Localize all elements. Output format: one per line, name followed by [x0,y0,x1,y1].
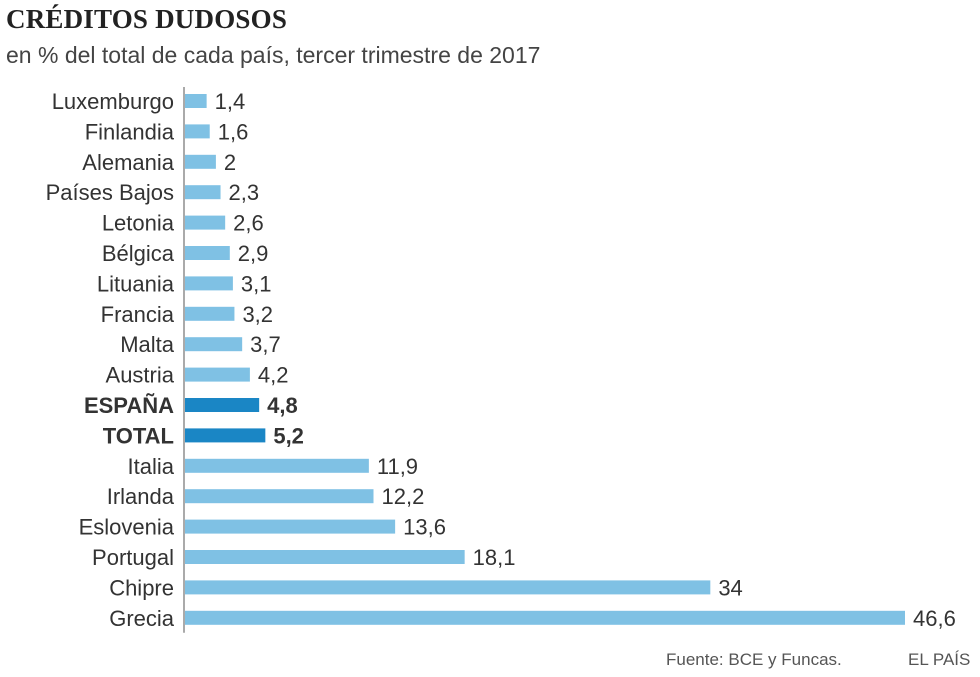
bar [185,246,230,260]
category-label: Francia [101,302,175,327]
bar [185,428,266,443]
bar [185,367,250,382]
category-label: Chipre [109,575,174,600]
value-label: 1,6 [218,119,249,144]
bar [185,306,235,321]
category-label: Países Bajos [46,180,174,205]
bar-chart: Luxemburgo 1,4 Finlandia 1,6 Alemania 2 Países… [46,87,956,633]
category-label: Luxemburgo [52,89,174,114]
bar [185,124,210,139]
bar [185,94,207,108]
value-label: 2 [224,150,236,175]
bar [185,550,465,564]
chart-subtitle: en % del total de cada país, tercer trim… [6,42,541,68]
category-label: Lituania [97,271,175,296]
bar [185,580,711,595]
category-label: Malta [120,332,175,357]
bar [185,458,369,473]
value-label: 2,6 [233,211,264,236]
bar [185,519,396,534]
value-label: 13,6 [403,515,446,540]
bar [185,610,905,625]
value-label: 11,9 [377,454,418,479]
bar [185,185,221,200]
brand-label: EL PAÍS [908,650,971,669]
category-label: TOTAL [103,423,174,448]
chart-title: CRÉDITOS DUDOSOS [6,4,288,34]
value-label: 46,6 [913,606,956,631]
category-label: Grecia [109,606,175,631]
bar [185,398,260,412]
value-label: 34 [718,575,742,600]
source-note: Fuente: BCE y Funcas. [666,650,842,669]
value-label: 2,3 [229,180,260,205]
value-label: 5,2 [273,423,304,448]
category-label: Letonia [102,211,175,236]
value-label: 4,2 [258,363,289,388]
category-label: Bélgica [102,241,175,266]
value-label: 1,4 [215,89,246,114]
category-label: Italia [128,454,175,479]
category-label: Alemania [82,150,174,175]
category-label: Eslovenia [79,515,175,540]
category-label: Irlanda [107,484,175,509]
value-label: 12,2 [381,484,424,509]
value-label: 4,8 [267,393,298,418]
value-label: 3,2 [242,302,273,327]
category-label: Austria [106,363,175,388]
value-label: 18,1 [473,545,516,570]
value-label: 3,1 [241,271,272,296]
bar [185,337,243,352]
bar [185,489,374,504]
bar [185,276,233,291]
value-label: 3,7 [250,332,281,357]
category-label: Finlandia [85,119,175,144]
bar [185,215,226,230]
bar [185,154,216,169]
category-label: ESPAÑA [84,393,174,418]
category-label: Portugal [92,545,174,570]
value-label: 2,9 [238,241,269,266]
